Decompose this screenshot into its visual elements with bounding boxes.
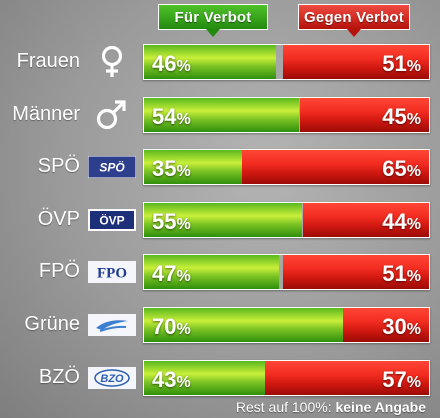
against-ban-value-label: 30%: [382, 314, 421, 339]
fpo-logo-text: FPO: [97, 266, 127, 282]
stacked-bar: 70% 30%: [143, 307, 430, 343]
for-ban-value-label: 43%: [152, 366, 191, 392]
category-label: Frauen: [16, 50, 80, 72]
category-label: Männer: [12, 102, 80, 125]
grune-logo: [88, 313, 136, 337]
bar-row: Grüne 70% 30%: [0, 299, 440, 351]
against-ban-bar: [242, 150, 429, 185]
for-ban-value-label: 35%: [152, 156, 191, 182]
against-ban-bar: [303, 202, 429, 237]
category-label: BZÖ: [38, 365, 80, 388]
stacked-bar: 35% 65%: [143, 149, 430, 186]
stacked-bar: 43% 57%: [143, 359, 430, 396]
for-ban-bar: [144, 308, 345, 342]
against-ban-header-pointer: [347, 29, 361, 37]
against-ban-value-label: 51%: [382, 51, 421, 76]
for-ban-bar: [144, 255, 279, 290]
spo-logo-text: SPÖ: [99, 160, 125, 175]
footnote-bold: keine Angabe: [335, 399, 426, 415]
against-ban-value-label: 44%: [382, 208, 421, 234]
for-ban-bar: [144, 150, 244, 185]
bar-row: SPÖ SPÖ 35% 65%: [0, 141, 440, 193]
ovp-logo: ÖVP: [88, 208, 136, 232]
for-ban-bar: [144, 45, 276, 79]
against-ban-bar: [283, 255, 429, 290]
spo-logo: SPÖ: [88, 155, 136, 179]
bzo-logo: BZO: [88, 366, 136, 390]
fpo-logo: FPO: [88, 260, 136, 284]
stacked-bar: 46% 51%: [143, 44, 430, 80]
bar-row: FPÖ FPO 47% 51%: [0, 246, 440, 298]
female-symbol-icon: [88, 45, 136, 77]
ovp-logo-text: ÖVP: [99, 212, 124, 227]
against-ban-bar: [343, 308, 429, 342]
bar-row: ÖVP ÖVP 55% 44%: [0, 194, 440, 246]
category-label: ÖVP: [37, 207, 80, 230]
for-ban-value-label: 70%: [152, 314, 191, 339]
category-label: SPÖ: [37, 155, 80, 178]
bzo-logo-text: BZO: [100, 373, 124, 385]
category-label: Grüne: [24, 313, 80, 335]
for-ban-value-label: 55%: [152, 208, 191, 234]
bar-row: Männer 54% 45%: [0, 89, 440, 141]
against-ban-bar: [300, 97, 429, 132]
stacked-bar: 55% 44%: [143, 201, 430, 238]
for-ban-bar: [144, 360, 267, 395]
footnote-prefix: Rest auf 100%:: [235, 399, 332, 415]
against-ban-bar: [265, 360, 429, 395]
for-ban-header: Für Verbot: [158, 4, 268, 30]
for-ban-header-pointer: [206, 29, 220, 37]
stacked-bar: 54% 45%: [143, 96, 430, 133]
for-ban-value-label: 47%: [152, 261, 191, 287]
stacked-bar: 47% 51%: [143, 254, 430, 291]
male-symbol-icon: [88, 99, 136, 129]
against-ban-value-label: 65%: [382, 156, 421, 182]
against-ban-value-label: 51%: [382, 261, 421, 287]
against-ban-header: Gegen Verbot: [298, 4, 410, 30]
bar-row: Frauen 46% 51%: [0, 36, 440, 88]
against-ban-value-label: 57%: [382, 366, 421, 392]
for-ban-bar: [144, 97, 299, 132]
against-ban-value-label: 45%: [382, 103, 421, 129]
bar-row: BZÖ BZO 43% 57%: [0, 352, 440, 404]
against-ban-bar: [283, 45, 429, 79]
for-ban-value-label: 46%: [152, 51, 191, 76]
for-ban-value-label: 54%: [152, 103, 191, 129]
for-ban-bar: [144, 202, 302, 237]
category-label: FPÖ: [38, 260, 80, 283]
footnote: Rest auf 100%: keine Angabe: [236, 399, 426, 415]
